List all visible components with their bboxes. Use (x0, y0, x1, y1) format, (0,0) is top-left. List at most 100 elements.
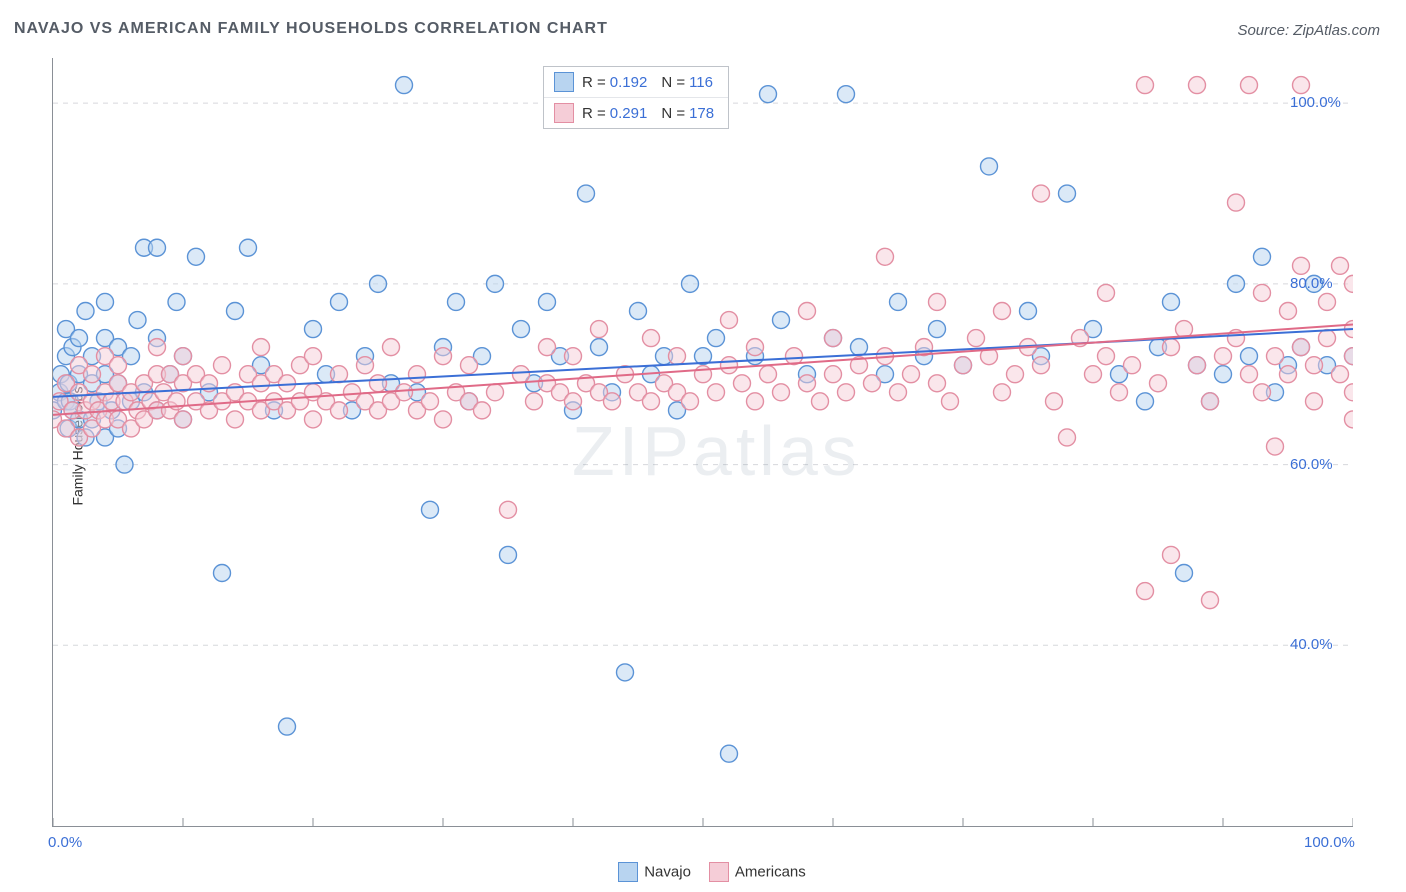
source-label: Source: ZipAtlas.com (1237, 22, 1380, 39)
point-americans (1085, 366, 1102, 383)
point-americans (1189, 77, 1206, 94)
series-navajo (52, 77, 1353, 763)
point-americans (500, 501, 517, 518)
R-label: R = (582, 74, 606, 91)
point-americans (747, 393, 764, 410)
point-americans (747, 339, 764, 356)
point-navajo (240, 239, 257, 256)
point-americans (383, 339, 400, 356)
point-americans (890, 384, 907, 401)
point-americans (1059, 429, 1076, 446)
point-americans (1319, 293, 1336, 310)
point-navajo (721, 745, 738, 762)
point-americans (565, 348, 582, 365)
point-americans (1033, 357, 1050, 374)
point-americans (565, 393, 582, 410)
point-americans (370, 375, 387, 392)
point-navajo (539, 293, 556, 310)
point-americans (1345, 348, 1354, 365)
point-navajo (97, 293, 114, 310)
point-navajo (1163, 293, 1180, 310)
point-navajo (929, 321, 946, 338)
point-americans (1280, 302, 1297, 319)
point-americans (1202, 393, 1219, 410)
point-americans (1332, 257, 1349, 274)
point-americans (799, 302, 816, 319)
point-americans (1163, 546, 1180, 563)
point-navajo (1020, 302, 1037, 319)
legend-swatch-americans (709, 862, 729, 882)
point-americans (1306, 393, 1323, 410)
point-americans (1111, 384, 1128, 401)
point-navajo (1228, 275, 1245, 292)
point-americans (435, 348, 452, 365)
point-navajo (227, 302, 244, 319)
point-americans (955, 357, 972, 374)
point-americans (305, 411, 322, 428)
point-americans (643, 330, 660, 347)
point-navajo (188, 248, 205, 265)
point-americans (474, 402, 491, 419)
point-navajo (370, 275, 387, 292)
legend-label-americans: Americans (735, 864, 806, 881)
point-americans (929, 293, 946, 310)
point-americans (591, 321, 608, 338)
N-label: N = (661, 105, 685, 122)
R-label: R = (582, 105, 606, 122)
series-legend: Navajo Americans (0, 862, 1406, 882)
point-americans (994, 302, 1011, 319)
point-americans (214, 357, 231, 374)
x-tick-label: 100.0% (1304, 834, 1355, 851)
y-tick-label: 60.0% (1290, 456, 1333, 473)
point-navajo (617, 664, 634, 681)
point-navajo (1215, 366, 1232, 383)
point-americans (864, 375, 881, 392)
point-americans (253, 339, 270, 356)
point-americans (1124, 357, 1141, 374)
point-americans (1293, 257, 1310, 274)
point-americans (305, 348, 322, 365)
point-americans (929, 375, 946, 392)
point-navajo (116, 456, 133, 473)
point-navajo (149, 239, 166, 256)
point-americans (1228, 194, 1245, 211)
point-navajo (708, 330, 725, 347)
point-americans (721, 357, 738, 374)
point-navajo (396, 77, 413, 94)
point-americans (409, 366, 426, 383)
point-navajo (214, 565, 231, 582)
point-americans (1267, 348, 1284, 365)
point-navajo (331, 293, 348, 310)
point-americans (812, 393, 829, 410)
point-navajo (500, 546, 517, 563)
y-tick-label: 40.0% (1290, 636, 1333, 653)
point-navajo (305, 321, 322, 338)
legend-swatch-navajo (618, 862, 638, 882)
point-navajo (168, 293, 185, 310)
point-americans (1137, 583, 1154, 600)
point-navajo (1254, 248, 1271, 265)
R-value: 0.291 (610, 105, 648, 122)
point-americans (526, 393, 543, 410)
point-americans (1280, 366, 1297, 383)
point-americans (1202, 592, 1219, 609)
point-americans (1215, 348, 1232, 365)
R-value: 0.192 (610, 74, 648, 91)
point-navajo (630, 302, 647, 319)
point-americans (1306, 357, 1323, 374)
point-americans (279, 375, 296, 392)
stats-legend: R =0.192N =116R =0.291N =178 (543, 66, 729, 129)
point-americans (175, 348, 192, 365)
point-americans (604, 393, 621, 410)
point-americans (721, 312, 738, 329)
point-americans (968, 330, 985, 347)
point-americans (1241, 77, 1258, 94)
point-americans (1345, 411, 1354, 428)
legend-label-navajo: Navajo (644, 864, 691, 881)
point-americans (903, 366, 920, 383)
point-americans (825, 330, 842, 347)
point-americans (1293, 77, 1310, 94)
x-tick-label: 0.0% (48, 834, 82, 851)
point-navajo (981, 158, 998, 175)
point-americans (331, 402, 348, 419)
